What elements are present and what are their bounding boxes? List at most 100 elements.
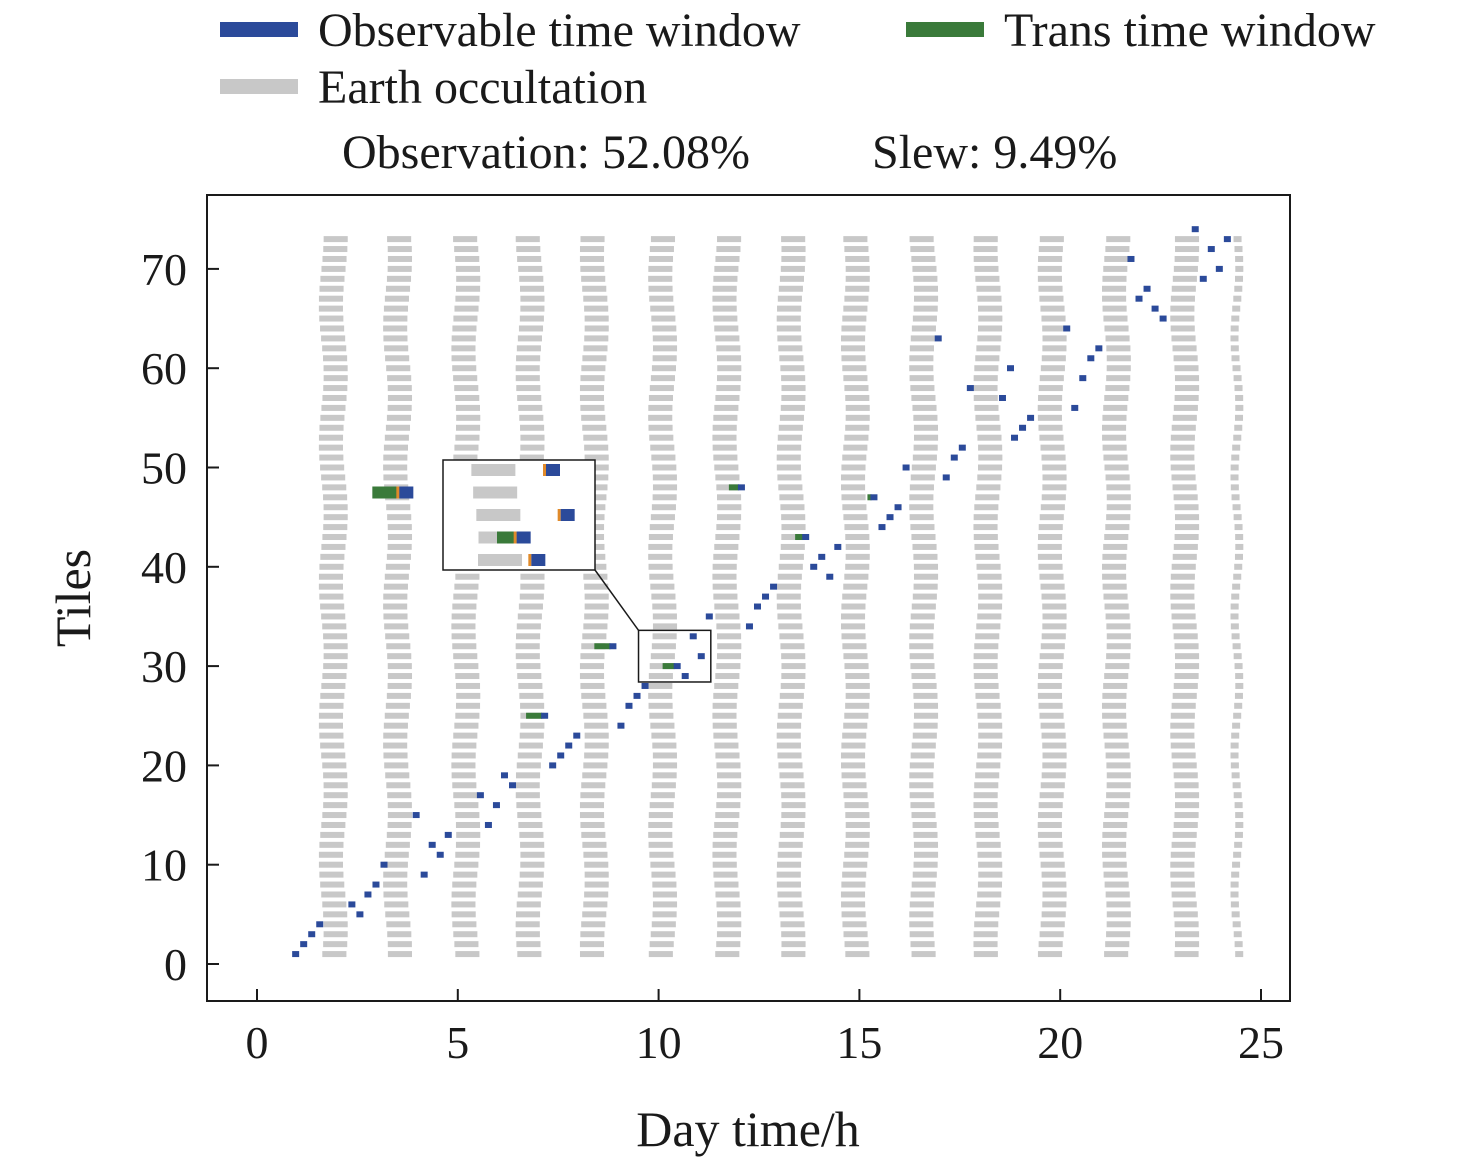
earth-occultation-segment (1042, 901, 1067, 908)
earth-occultation-segment (717, 633, 742, 640)
earth-occultation-segment (975, 633, 1000, 640)
trans-window-mark (526, 712, 543, 719)
earth-occultation-layer (318, 236, 1244, 958)
earth-occultation-segment (455, 951, 480, 958)
earth-occultation-segment (323, 633, 348, 640)
earth-occultation-segment (580, 236, 605, 243)
earth-occultation-segment (1170, 871, 1195, 878)
earth-occultation-segment (319, 315, 344, 322)
earth-occultation-segment (453, 315, 478, 322)
earth-occultation-segment (973, 385, 998, 392)
earth-occultation-segment (649, 295, 674, 302)
earth-occultation-segment (1233, 434, 1242, 441)
earth-occultation-segment (978, 732, 1003, 739)
earth-occultation-segment (780, 643, 805, 650)
earth-occultation-segment (1039, 792, 1064, 799)
earth-occultation-segment (322, 673, 347, 680)
earth-occultation-segment (518, 404, 543, 411)
earth-occultation-segment (715, 951, 740, 958)
earth-occultation-segment (649, 573, 674, 580)
earth-occultation-segment (582, 285, 607, 292)
earth-occultation-segment (579, 255, 605, 262)
observable-window-mark (412, 812, 420, 819)
earth-occultation-segment (913, 861, 938, 868)
earth-occultation-segment (319, 424, 344, 431)
earth-occultation-segment (1039, 434, 1064, 441)
earth-occultation-segment (582, 841, 607, 848)
earth-occultation-segment (323, 911, 348, 918)
earth-occultation-segment (651, 921, 676, 928)
earth-occultation-segment (384, 345, 409, 352)
observable-window-mark (1135, 295, 1143, 302)
earth-occultation-segment (1230, 474, 1239, 481)
earth-occultation-segment (323, 385, 348, 392)
earth-occultation-segment (717, 911, 742, 918)
earth-occultation-segment (716, 792, 742, 799)
earth-occultation-segment (1171, 563, 1196, 570)
earth-occultation-segment (582, 772, 607, 779)
observable-window-mark (316, 921, 324, 928)
earth-occultation-segment (520, 841, 545, 848)
earth-occultation-segment (841, 464, 866, 471)
earth-occultation-segment (651, 782, 676, 789)
earth-occultation-segment (977, 891, 1002, 898)
earth-occultation-segment (652, 901, 678, 908)
earth-occultation-segment (1105, 802, 1130, 809)
earth-occultation-segment (913, 553, 938, 560)
earth-occultation-segment (520, 305, 545, 312)
earth-occultation-segment (383, 752, 408, 759)
earth-occultation-segment (1231, 772, 1240, 779)
earth-occultation-segment (582, 424, 607, 431)
earth-occultation-segment (322, 484, 347, 491)
earth-occultation-segment (713, 692, 738, 699)
earth-occultation-segment (844, 434, 869, 441)
earth-occultation-segment (1042, 484, 1067, 491)
earth-occultation-segment (1103, 821, 1128, 828)
earth-occultation-segment (1042, 762, 1067, 769)
earth-occultation-segment (454, 663, 479, 670)
earth-occultation-segment (323, 921, 348, 928)
x-axis-title: Day time/h (636, 1101, 860, 1157)
earth-occultation-segment (913, 692, 938, 699)
earth-occultation-segment (910, 385, 935, 392)
earth-occultation-segment (716, 901, 741, 908)
earth-occultation-segment (781, 514, 806, 521)
earth-occultation-segment (1174, 941, 1200, 948)
earth-occultation-segment (454, 385, 479, 392)
earth-occultation-segment (323, 941, 348, 948)
earth-occultation-segment (516, 345, 541, 352)
earth-occultation-segment (1232, 365, 1241, 372)
earth-occultation-segment (913, 851, 939, 858)
earth-occultation-segment (1106, 484, 1131, 491)
earth-occultation-segment (842, 921, 867, 928)
earth-occultation-segment (1231, 732, 1240, 739)
earth-occultation-segment (780, 504, 805, 511)
earth-occultation-segment (977, 464, 1003, 471)
earth-occultation-segment (1230, 742, 1239, 749)
earth-occultation-segment (975, 692, 1000, 699)
earth-occultation-segment (716, 514, 742, 521)
earth-occultation-segment (319, 732, 344, 739)
earth-occultation-segment (322, 345, 347, 352)
earth-occultation-segment (650, 931, 675, 938)
earth-occultation-segment (975, 553, 1000, 560)
observable-window-mark (549, 762, 557, 769)
earth-occultation-segment (1231, 315, 1240, 322)
earth-occultation-segment (1040, 305, 1065, 312)
earth-occultation-segment (323, 504, 348, 511)
earth-occultation-segment (1104, 255, 1129, 262)
earth-occultation-segment (515, 911, 541, 918)
earth-occultation-segment (387, 821, 412, 828)
earth-occultation-segment (1170, 881, 1195, 888)
earth-occultation-segment (1170, 464, 1195, 471)
earth-occultation-segment (516, 385, 541, 392)
earth-occultation-segment (520, 424, 545, 431)
earth-occultation-segment (778, 563, 803, 570)
earth-occultation-segment (973, 931, 998, 938)
observable-window-mark (697, 653, 705, 660)
earth-occultation-segment (781, 673, 806, 680)
earth-occultation-segment (319, 454, 344, 461)
earth-occultation-segment (652, 911, 677, 918)
earth-occultation-segment (581, 414, 606, 421)
earth-occultation-segment (776, 325, 801, 332)
